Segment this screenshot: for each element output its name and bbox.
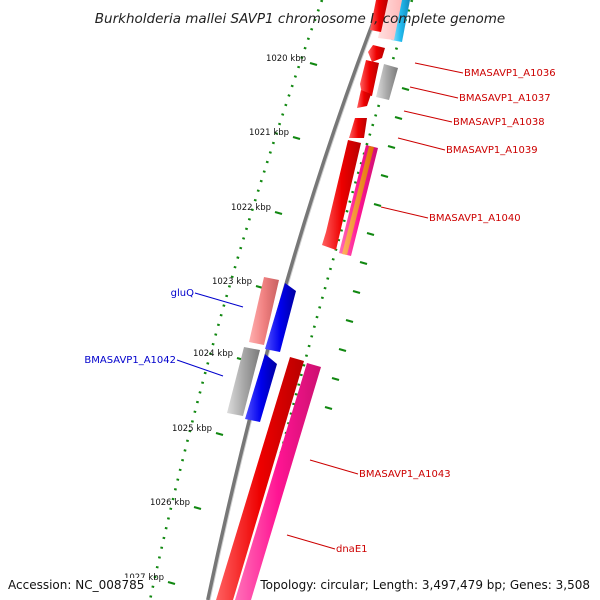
outer-minor-tick	[331, 376, 340, 382]
outer-minor-tick	[324, 405, 333, 411]
feature-a1043-red	[216, 357, 304, 600]
topology-text: Topology: circular; Length: 3,497,479 bp…	[260, 578, 590, 592]
inner-label-connectors	[176, 292, 244, 377]
inner-gene-labels: gluQ BMASAVP1_A1042	[84, 288, 194, 366]
connector-dnae1	[286, 534, 336, 550]
feature-cyan	[391, 0, 410, 42]
connector-a1036	[414, 62, 464, 74]
gene-label-a1043[interactable]: BMASAVP1_A1043	[359, 469, 451, 480]
ruler-tick	[274, 210, 283, 216]
ruler-tick-label: 1024 kbp	[193, 349, 233, 359]
feature-gluq-blue-arrow	[265, 283, 296, 352]
outer-minor-tick	[373, 202, 382, 208]
feature-gluq-lightred	[249, 277, 279, 345]
feature-a1042-blue-arrow	[245, 354, 277, 422]
feature-a1037-gray	[376, 64, 398, 100]
backbone-line	[206, 0, 384, 600]
ruler-tick-label: 1022 kbp	[231, 203, 271, 213]
feature-a1039-red	[357, 90, 371, 108]
outer-minor-tick	[352, 289, 361, 295]
ruler-tick-label: 1026 kbp	[150, 498, 190, 508]
ruler-tick	[215, 431, 224, 437]
gene-label-a1039[interactable]: BMASAVP1_A1039	[446, 145, 538, 156]
outer-minor-tick	[380, 173, 389, 179]
backbone-highlight	[209, 0, 385, 600]
outer-minor-tick	[387, 144, 396, 150]
feature-a1040-red	[322, 140, 361, 250]
ruler-tick	[292, 135, 301, 141]
inner-features	[227, 277, 296, 422]
ruler-tick-label: 1023 kbp	[212, 277, 252, 287]
gene-label-gluq[interactable]: gluQ	[171, 288, 194, 299]
feature-a1039b-red	[349, 118, 367, 138]
gene-label-dnae1[interactable]: dnaE1	[336, 544, 368, 555]
outer-gene-labels: BMASAVP1_A1036 BMASAVP1_A1037 BMASAVP1_A…	[336, 68, 556, 555]
feature-red-top	[370, 0, 388, 32]
feature-dnae1-pink	[235, 363, 321, 600]
gene-label-a1038[interactable]: BMASAVP1_A1038	[453, 117, 545, 128]
inner-dotted-ruler	[148, 0, 324, 600]
ruler-tick-label: 1020 kbp	[266, 54, 306, 64]
feature-a1040-orange	[342, 146, 374, 255]
outer-label-connectors	[286, 62, 464, 550]
feature-a1042-gray	[227, 347, 260, 416]
outer-minor-tick	[345, 318, 354, 324]
ticks-layer: 1020 kbp 1021 kbp 1022 kbp 1023 kbp 1024 kbp…	[124, 54, 410, 586]
gene-label-a1042[interactable]: BMASAVP1_A1042	[84, 355, 176, 366]
outer-minor-tick	[338, 347, 347, 353]
accession-text: Accession: NC_008785	[8, 578, 145, 592]
outer-minor-tick	[394, 115, 403, 121]
connector-gluq	[194, 292, 244, 308]
gene-label-a1040[interactable]: BMASAVP1_A1040	[429, 213, 521, 224]
outer-minor-tick	[366, 231, 375, 237]
gene-label-a1036[interactable]: BMASAVP1_A1036	[464, 68, 556, 79]
connector-a1043	[309, 459, 359, 475]
connector-a1042	[176, 359, 224, 377]
connector-a1039	[397, 137, 446, 151]
map-title: Burkholderia mallei SAVP1 chromosome I, …	[95, 11, 505, 27]
ruler-tick	[309, 61, 318, 67]
ruler-tick	[167, 580, 176, 586]
connector-a1040	[380, 206, 429, 219]
connector-a1038	[403, 110, 453, 123]
outer-features	[216, 0, 410, 600]
outer-minor-tick	[401, 86, 410, 92]
outer-minor-tick	[359, 260, 368, 266]
ruler-tick	[193, 505, 202, 511]
connector-a1037	[409, 86, 459, 99]
feature-a1038-red	[360, 60, 379, 96]
ruler-tick-label: 1021 kbp	[249, 128, 289, 138]
ruler-tick-label: 1025 kbp	[172, 424, 212, 434]
feature-a1036-arrow	[368, 45, 385, 62]
gene-label-a1037[interactable]: BMASAVP1_A1037	[459, 93, 551, 104]
